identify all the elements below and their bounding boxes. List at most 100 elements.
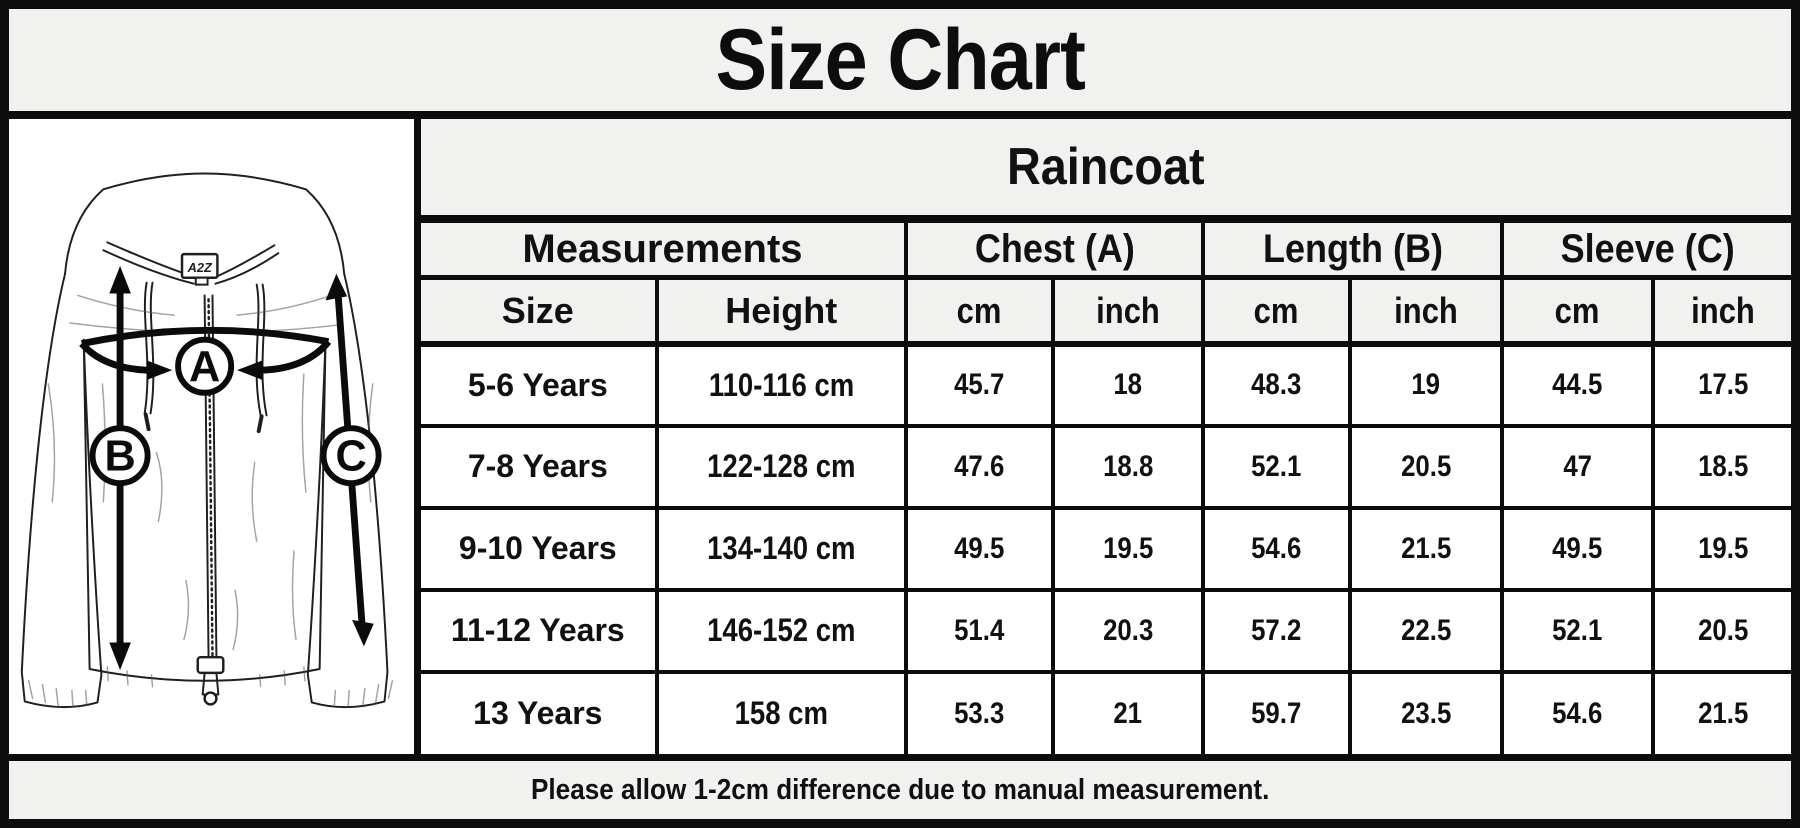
sleeve-header-label: Sleeve (C) — [1560, 226, 1735, 271]
chest-label-circle — [175, 336, 235, 396]
sleeve-measure-mark: C — [320, 273, 382, 647]
sleeve-label: C — [335, 432, 366, 480]
chest-cm-cell: 49.5 — [903, 505, 1055, 592]
length-cm-cell: 59.7 — [1201, 669, 1352, 754]
sleeve-cm-cell: 44.5 — [1499, 341, 1655, 428]
chest-header-label: Chest (A) — [974, 226, 1135, 271]
chest-arc-right — [262, 339, 332, 374]
table-row: 11-12 Years 146-152 cm 51.4 20.3 57.2 22… — [421, 587, 1791, 674]
size-table: Raincoat Measurements Chest (A) Length (… — [421, 119, 1791, 754]
inch-header-label: inch — [1393, 289, 1458, 331]
chest-arrowhead-left-icon — [237, 360, 263, 380]
hem-gathers — [106, 666, 306, 688]
sub-header-row: Size Height cm inch cm inch cm inch — [421, 275, 1791, 347]
chest-cm-cell: 53.3 — [903, 669, 1055, 754]
col-header-sleeve-inch: inch — [1650, 275, 1791, 347]
height-value: 134-140 cm — [707, 530, 856, 567]
chest-measure-mark: A — [79, 326, 332, 396]
chest-inch-cell: 18.8 — [1050, 423, 1206, 510]
col-header-measurements: Measurements — [421, 217, 908, 281]
yoke-seams — [77, 294, 333, 316]
size-value: 7-8 Years — [467, 448, 608, 485]
cm-header-label: cm — [956, 289, 1002, 331]
chest-arc-top — [81, 326, 330, 347]
page-title: Size Chart — [715, 11, 1085, 108]
col-header-chest: Chest (A) — [903, 217, 1206, 281]
jacket-panel: A2Z — [9, 119, 421, 754]
left-drawstring-aglet — [143, 412, 151, 432]
length-cm-cell: 54.6 — [1201, 505, 1352, 592]
length-inch-cell: 19 — [1347, 341, 1504, 428]
col-header-length: Length (B) — [1201, 217, 1504, 281]
height-cell: 110-116 cm — [654, 341, 908, 428]
length-cm-cell: 48.3 — [1201, 341, 1352, 428]
left-sleeve — [20, 272, 103, 709]
hood-outline — [64, 172, 346, 275]
col-header-height: Height — [654, 275, 908, 347]
sleeve-cm-cell: 47 — [1499, 423, 1655, 510]
right-drawstring — [255, 283, 268, 417]
size-cell: 9-10 Years — [421, 505, 659, 592]
length-inch-cell: 20.5 — [1347, 423, 1504, 510]
table-row: 7-8 Years 122-128 cm 47.6 18.8 52.1 20.5… — [421, 423, 1791, 510]
chest-cm-cell: 45.7 — [903, 341, 1055, 428]
sleeve-cm-cell: 54.6 — [1499, 669, 1655, 754]
length-inch-cell: 23.5 — [1347, 669, 1504, 754]
table-row: 13 Years 158 cm 53.3 21 59.7 23.5 54.6 2… — [421, 669, 1791, 754]
brand-text: A2Z — [187, 260, 213, 275]
size-cell: 5-6 Years — [421, 341, 659, 428]
chest-label: A — [189, 343, 220, 391]
cm-header-label: cm — [1254, 289, 1299, 331]
length-header-label: Length (B) — [1262, 226, 1443, 271]
chest-arc-left — [79, 341, 147, 374]
length-label-circle — [89, 425, 151, 487]
measurements-header-label: Measurements — [522, 226, 803, 271]
right-cuff-gathers — [333, 680, 394, 708]
height-value: 122-128 cm — [707, 448, 856, 485]
size-table-wrap: Raincoat Measurements Chest (A) Length (… — [421, 119, 1791, 754]
sleeve-label-circle — [320, 425, 382, 487]
table-row: 5-6 Years 110-116 cm 45.7 18 48.3 19 44.… — [421, 341, 1791, 428]
length-arrowhead-down-icon — [109, 642, 131, 670]
col-header-sleeve: Sleeve (C) — [1499, 217, 1791, 281]
sleeve-cm-cell: 52.1 — [1499, 587, 1655, 674]
sleeve-arrowhead-up-icon — [325, 273, 348, 301]
size-cell: 7-8 Years — [421, 423, 659, 510]
length-inch-cell: 21.5 — [1347, 505, 1504, 592]
length-cm-cell: 57.2 — [1201, 587, 1352, 674]
left-cuff-gathers — [27, 680, 88, 708]
group-header-row: Measurements Chest (A) Length (B) Sleeve… — [421, 217, 1791, 281]
chest-inch-cell: 20.3 — [1050, 587, 1206, 674]
length-arrowhead-up-icon — [109, 265, 131, 294]
size-value: 13 Years — [473, 695, 603, 732]
hood-opening — [102, 241, 280, 285]
chest-arrowhead-right-icon — [146, 360, 173, 380]
footer-note: Please allow 1-2cm difference due to man… — [530, 773, 1270, 806]
height-value: 146-152 cm — [707, 612, 856, 649]
title-bar: Size Chart — [9, 9, 1791, 119]
sleeve-inch-cell: 20.5 — [1650, 587, 1791, 674]
col-header-chest-cm: cm — [903, 275, 1055, 347]
sleeve-arrowhead-down-icon — [352, 619, 374, 647]
content-row: A2Z — [9, 119, 1791, 761]
height-cell: 158 cm — [654, 669, 908, 754]
collar-label-tab — [194, 276, 209, 286]
height-cell: 134-140 cm — [654, 505, 908, 592]
sleeve-inch-cell: 17.5 — [1650, 341, 1791, 428]
size-value: 5-6 Years — [467, 366, 608, 403]
raincoat-sketch: A2Z — [20, 172, 394, 709]
col-header-sleeve-cm: cm — [1499, 275, 1655, 347]
size-value: 9-10 Years — [458, 530, 617, 567]
length-label: B — [104, 432, 135, 480]
sleeve-inch-cell: 18.5 — [1650, 423, 1791, 510]
height-cell: 146-152 cm — [654, 587, 908, 674]
cm-header-label: cm — [1554, 289, 1600, 331]
chest-cm-cell: 47.6 — [903, 423, 1055, 510]
size-cell: 11-12 Years — [421, 587, 659, 674]
right-sleeve — [306, 272, 389, 709]
size-value: 11-12 Years — [450, 612, 625, 649]
chest-cm-cell: 51.4 — [903, 587, 1055, 674]
height-value: 158 cm — [734, 695, 828, 732]
zipper-pull — [201, 671, 220, 696]
